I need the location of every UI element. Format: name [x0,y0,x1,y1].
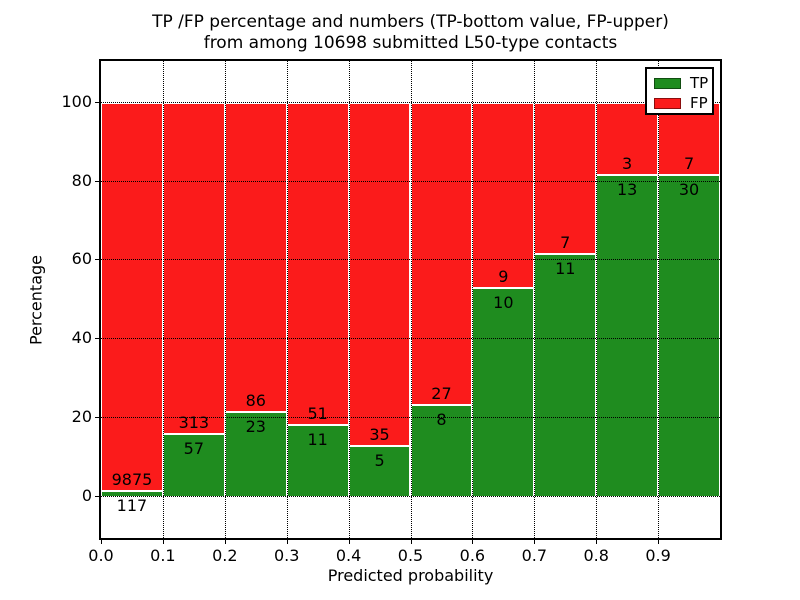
x-tick-label: 0.3 [273,546,300,565]
y-gridline [101,101,720,103]
tp-count-label: 11 [307,430,328,450]
tp-count-label: 11 [555,259,576,279]
x-tick [472,540,474,544]
tp-count-label: 5 [374,450,385,470]
fp-count-label: 3 [622,153,633,173]
x-tick [596,540,598,544]
bar-tp-segment [225,412,286,497]
bar-tp-segment [411,405,472,497]
y-gridline [101,417,720,419]
bar-tp-segment [287,426,348,497]
bar-tp-segment [473,288,534,497]
fp-count-label: 9 [498,266,509,286]
x-tick-label: 0.7 [521,546,548,565]
bar-fp-segment [535,101,596,256]
x-gridline [162,61,164,538]
bar-tp-segment [535,255,596,497]
y-gridline [101,338,720,340]
x-tick [348,540,350,544]
tp-count-label: 13 [616,179,638,199]
x-tick [224,540,226,544]
bar-fp-segment [473,101,534,289]
x-gridline [472,61,474,538]
x-tick [286,540,288,544]
y-tick-label: 20 [71,407,92,427]
x-tick [101,540,102,544]
bar-tp-segment [597,175,658,497]
bar-tp-segment [659,176,719,497]
fp-count-label: 9875 [111,469,153,489]
fp-count-label: 35 [369,424,390,444]
chart-title-line1: TP /FP percentage and numbers (TP-bottom… [152,12,669,32]
x-gridline [348,61,350,538]
bar-tp-segment [163,435,224,497]
y-tick [95,259,99,261]
x-gridline [534,61,536,538]
x-tick-label: 0.6 [459,546,486,565]
fp-count-label: 51 [307,404,328,424]
bar-tp-segment [102,491,162,497]
y-tick [95,180,99,182]
y-axis-label: Percentage [26,254,46,346]
y-tick-label: 0 [81,486,92,506]
legend-entry-tp: TP [654,73,709,92]
x-tick [410,540,412,544]
y-tick-label: 100 [61,91,92,111]
legend-box: TP FP [645,67,714,115]
tp-legend-swatch-icon [654,77,681,89]
y-tick-label: 40 [71,328,92,348]
y-gridline [101,259,720,261]
fp-count-label: 27 [431,383,452,403]
tp-count-label: 10 [493,292,514,312]
y-tick-label: 80 [71,170,92,190]
x-axis-label: Predicted probability [327,566,494,585]
y-tick [95,496,99,498]
x-tick-label: 0.1 [150,546,176,565]
fp-legend-label: FP [690,93,708,112]
bar-tp-segment [349,446,410,497]
y-tick-label: 60 [71,249,92,269]
x-tick-label: 0.5 [397,546,424,565]
x-tick-label: 0.4 [335,546,362,565]
fp-count-label: 86 [245,390,266,410]
y-tick [95,417,99,419]
bar-fp-segment [102,101,162,492]
tp-count-label: 117 [116,495,148,515]
x-gridline [658,61,660,538]
bar-fp-segment [163,101,224,436]
x-tick [534,540,536,544]
plot-area: 9875 117 313 57 86 23 51 11 35 5 27 8 9 10 7 11 3 13 7 30 [99,59,722,540]
fp-count-label: 7 [683,154,695,174]
fp-legend-swatch-icon [654,97,681,109]
y-tick [95,338,99,340]
x-tick-label: 0.2 [212,546,238,565]
chart-title-line2: from among 10698 submitted L50-type cont… [203,33,618,53]
fp-count-label: 313 [178,413,210,433]
tp-count-label: 57 [183,439,205,459]
x-tick-label: 0.0 [88,546,114,565]
tp-count-label: 30 [678,180,700,200]
x-tick [162,540,164,544]
y-tick [95,101,99,103]
bar-fp-segment [287,101,348,427]
tp-legend-label: TP [690,73,709,92]
x-gridline [224,61,226,538]
x-gridline [596,61,598,538]
x-tick [658,540,660,544]
legend-entry-fp: FP [654,93,708,112]
x-gridline [286,61,288,538]
y-gridline [101,496,720,498]
fp-count-label: 7 [560,233,571,253]
x-gridline [410,61,412,538]
bar-fp-segment [349,101,410,447]
bar-fp-segment [225,101,286,413]
x-tick-label: 0.8 [583,546,609,565]
tp-count-label: 8 [436,409,447,429]
bar-fp-segment [411,101,472,406]
x-tick-label: 0.9 [645,546,671,565]
tp-count-label: 23 [245,416,266,436]
y-gridline [101,180,720,182]
